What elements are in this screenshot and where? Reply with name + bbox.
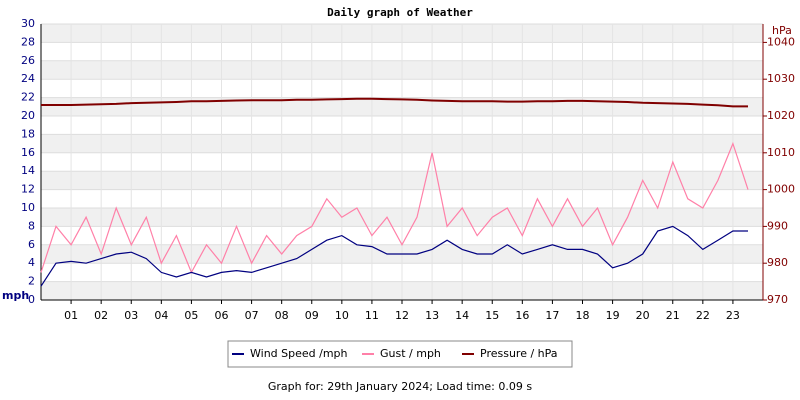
y-axis-label: mph xyxy=(2,289,29,302)
y-tick-label: 10 xyxy=(21,201,35,214)
series-line xyxy=(40,225,748,287)
y-tick-label: 18 xyxy=(21,127,35,140)
y2-tick-label: 1010 xyxy=(767,146,795,159)
y-tick-label: 8 xyxy=(28,219,35,232)
y2-axis-label: hPa xyxy=(772,24,792,37)
y2-tick-label: 990 xyxy=(767,219,788,232)
x-tick-label: 23 xyxy=(726,309,740,322)
x-tick-label: 01 xyxy=(64,309,78,322)
y-tick-label: 4 xyxy=(28,256,35,269)
x-tick-label: 09 xyxy=(305,309,319,322)
y2-tick-label: 1020 xyxy=(767,109,795,122)
x-tick-label: 04 xyxy=(154,309,168,322)
legend-label: Wind Speed /mph xyxy=(250,347,348,360)
y-tick-label: 30 xyxy=(21,17,35,30)
x-tick-label: 22 xyxy=(696,309,710,322)
x-tick-label: 11 xyxy=(365,309,379,322)
x-tick-label: 05 xyxy=(184,309,198,322)
x-tick-label: 08 xyxy=(275,309,289,322)
y2-tick-label: 980 xyxy=(767,256,788,269)
y-tick-label: 2 xyxy=(28,275,35,288)
legend-box xyxy=(227,340,573,368)
x-tick-label: 02 xyxy=(94,309,108,322)
legend-label: Gust / mph xyxy=(380,347,441,360)
y-tick-label: 26 xyxy=(21,54,35,67)
y2-tick-label: 970 xyxy=(767,293,788,306)
y-tick-label: 22 xyxy=(21,91,35,104)
y-tick-label: 24 xyxy=(21,72,35,85)
y2-tick-label: 1030 xyxy=(767,72,795,85)
y-tick-label: 0 xyxy=(28,293,35,306)
series-line xyxy=(40,141,749,274)
chart-title: Daily graph of Weather xyxy=(327,6,473,19)
x-tick-label: 03 xyxy=(124,309,138,322)
y-tick-label: 6 xyxy=(28,238,35,251)
x-tick-label: 21 xyxy=(666,309,680,322)
x-tick-label: 15 xyxy=(485,309,499,322)
y-tick-label: 16 xyxy=(21,146,35,159)
y-tick-label: 14 xyxy=(21,164,35,177)
footer: Graph for: 29th January 2024; Load time:… xyxy=(268,380,532,393)
x-tick-label: 18 xyxy=(576,309,590,322)
y2-tick-label: 1040 xyxy=(767,35,795,48)
series-line xyxy=(41,97,748,108)
y-tick-label: 12 xyxy=(21,183,35,196)
x-tick-label: 16 xyxy=(515,309,529,322)
y-tick-label: 28 xyxy=(21,35,35,48)
x-tick-label: 19 xyxy=(606,309,620,322)
x-tick-label: 14 xyxy=(455,309,469,322)
x-tick-label: 10 xyxy=(335,309,349,322)
x-tick-label: 13 xyxy=(425,309,439,322)
legend-label: Pressure / hPa xyxy=(480,347,558,360)
x-tick-label: 06 xyxy=(215,309,229,322)
x-tick-label: 12 xyxy=(395,309,409,322)
y2-tick-label: 1000 xyxy=(767,183,795,196)
x-tick-label: 07 xyxy=(245,309,259,322)
y-tick-label: 20 xyxy=(21,109,35,122)
x-tick-label: 20 xyxy=(636,309,650,322)
x-tick-label: 17 xyxy=(545,309,559,322)
